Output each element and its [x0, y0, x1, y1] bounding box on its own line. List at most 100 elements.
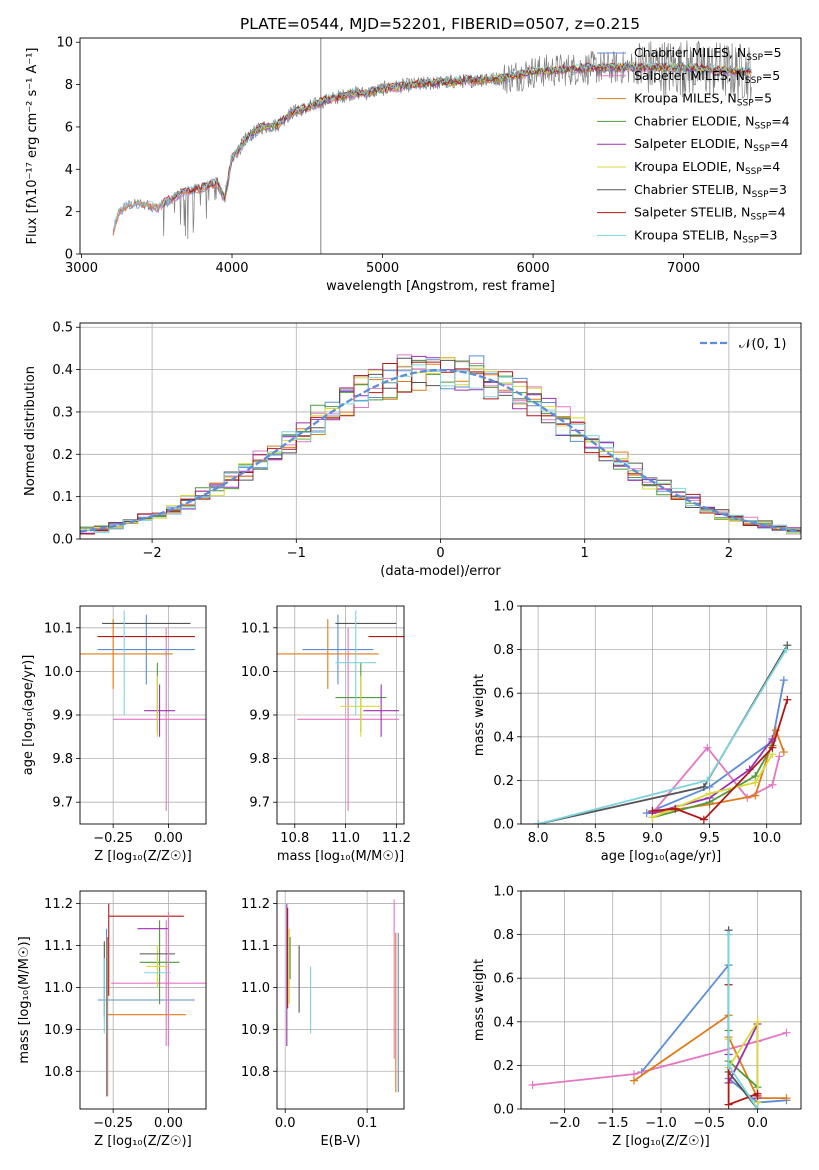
y-tick-label: 0.0 [52, 533, 73, 548]
weight-line-chabrier-miles [646, 679, 785, 814]
y-tick-label: 0.8 [493, 928, 514, 943]
weight-line-kroupa-miles [633, 1013, 787, 1099]
x-tick-label: 0.0 [275, 1116, 296, 1131]
y-tick-label: 1.0 [493, 600, 514, 615]
y-tick-label: 11.2 [44, 897, 73, 912]
legend-entry-kroupa-elodie: Kroupa ELODIE, NSSP=4 [634, 159, 780, 177]
plot-area [97, 903, 206, 1097]
weight-marker [705, 789, 714, 798]
weight-marker [768, 780, 777, 789]
weight-marker [775, 752, 784, 761]
axes-frame [276, 890, 405, 1110]
x-tick-label: −0.5 [693, 1116, 725, 1131]
y-tick-label: 9.8 [52, 752, 73, 767]
x-axis-label: (data-model)/error [380, 564, 501, 579]
x-tick-label: 5000 [366, 261, 399, 276]
x-tick-label: 8.0 [528, 831, 549, 846]
grid [277, 891, 404, 1109]
legend-subscript: SSP [742, 235, 759, 245]
axes-weight-vs-age: 8.0 8.5 9.0 9.5 10.0 0.0 0.2 0.4 0.6 0.8 1.0 age [l… [472, 600, 802, 864]
weight-marker [724, 1100, 733, 1109]
model-spectrum-chabrier-stelib [162, 61, 752, 207]
axes-residuals: −2 −1 0 1 2 0.0 0.1 0.2 0.3 0.4 0.5 (data-model)/er… [23, 321, 802, 579]
plot-area [528, 926, 791, 1109]
x-axis-label: Z [log₁₀(Z/Z☉)] [94, 1134, 191, 1149]
figure-title: PLATE=0544, MJD=52201, FIBERID=0507, z=0… [240, 15, 640, 33]
legend-entry-salpeter-miles: Salpeter MILES, NSSP=5 [634, 68, 780, 86]
weight-marker [753, 1017, 762, 1026]
histogram-kroupa-stelib [80, 364, 801, 534]
y-tick-label: 10.8 [241, 1065, 270, 1080]
weight-marker [528, 1081, 537, 1090]
y-tick-label: 9.7 [52, 796, 73, 811]
weight-marker [724, 1061, 733, 1070]
y-tick-label: 11.1 [44, 939, 73, 954]
legend-subscript: SSP [745, 167, 762, 177]
x-tick-label: 1 [581, 546, 589, 561]
axis: −0.25 0.00 9.7 9.8 9.9 10.0 10.1 Z [log₁₀(Z/Z☉)… [21, 605, 207, 864]
y-tick-label: 0.4 [493, 730, 514, 745]
x-axis-label: mass [log₁₀(M/M☉)] [277, 849, 404, 864]
x-tick-label: −2 [143, 546, 162, 561]
weight-marker [753, 1105, 762, 1109]
y-tick-label: 0.4 [493, 1015, 514, 1030]
plot-area [80, 354, 801, 535]
grid [80, 323, 801, 540]
axes-frame [79, 890, 207, 1110]
axes-age-vs-Z: −0.25 0.00 9.7 9.8 9.9 10.0 10.1 Z [log₁₀(Z/Z☉)… [21, 605, 207, 864]
y-tick-label: 2 [65, 205, 73, 220]
y-tick-label: 10.1 [241, 621, 270, 636]
legend-subscript: SSP [750, 213, 767, 223]
normal-curve [80, 368, 801, 533]
x-axis-label: age [log₁₀(age/yr)] [601, 849, 722, 864]
legend-entry-chabrier-elodie: Chabrier ELODIE, NSSP=4 [634, 113, 790, 131]
weight-marker [783, 641, 792, 650]
y-tick-label: 10.9 [44, 1023, 73, 1038]
y-tick-label: 9.9 [249, 709, 270, 724]
x-tick-label: 11.0 [331, 831, 360, 846]
legend-entry-salpeter-elodie: Salpeter ELODIE, NSSP=4 [634, 136, 789, 154]
y-tick-label: 10.0 [44, 665, 73, 680]
legend-entry-chabrier-stelib: Chabrier STELIB, NSSP=3 [634, 182, 787, 200]
x-tick-label: −2.0 [549, 1116, 581, 1131]
y-axis-label: mass weight [472, 959, 487, 1041]
axes-mass-vs-Z: −0.25 0.00 10.8 10.9 11.0 11.1 11.2 Z [log₁₀(Z/… [17, 890, 207, 1149]
y-tick-label: 0.6 [493, 687, 514, 702]
x-axis-label: Z [log₁₀(Z/Z☉)] [94, 849, 191, 864]
x-tick-label: −1.5 [597, 1116, 629, 1131]
weight-marker [699, 815, 708, 824]
weight-marker [629, 1076, 638, 1085]
axis: 8.0 8.5 9.0 9.5 10.0 0.0 0.2 0.4 0.6 0.8 1.0 age [l… [472, 600, 802, 864]
axes-frame [276, 605, 405, 825]
legend-subscript: SSP [754, 121, 771, 131]
axes-spectrum: 3000 4000 5000 6000 7000 0 2 4 6 8 10 wavelength [A… [25, 36, 802, 294]
legend-tail: =4 [762, 159, 780, 174]
legend-tail: =3 [769, 182, 787, 197]
axes-frame [79, 37, 802, 255]
y-tick-label: 11.0 [44, 981, 73, 996]
weight-line-kroupa-miles [652, 727, 785, 814]
weight-marker [699, 782, 708, 791]
y-tick-label: 0.2 [52, 448, 73, 463]
weight-marker [782, 1028, 791, 1037]
y-tick-label: 11.1 [241, 939, 270, 954]
axis: 0.0 0.1 10.8 10.9 11.0 11.1 11.2 E(B-V) [241, 890, 405, 1149]
y-tick-label: 0 [65, 248, 73, 263]
axes-frame [520, 605, 802, 825]
weight-marker [779, 676, 788, 685]
y-axis-label: age [log₁₀(age/yr)] [21, 655, 36, 776]
y-tick-label: 11.0 [241, 981, 270, 996]
legend-tail: =5 [763, 45, 781, 60]
weight-marker [648, 806, 657, 815]
y-tick-label: 0.0 [493, 1103, 514, 1118]
y-tick-label: 10 [56, 36, 73, 51]
grid [80, 606, 206, 824]
weight-marker [751, 778, 760, 787]
legend-tail: =5 [754, 91, 772, 106]
weight-marker [753, 1091, 762, 1100]
legend-entry-normal: 𝒩(0, 1) [739, 337, 786, 352]
y-tick-label: 1.0 [493, 885, 514, 900]
y-tick-label: 10.0 [241, 665, 270, 680]
x-tick-label: 11.2 [382, 831, 411, 846]
